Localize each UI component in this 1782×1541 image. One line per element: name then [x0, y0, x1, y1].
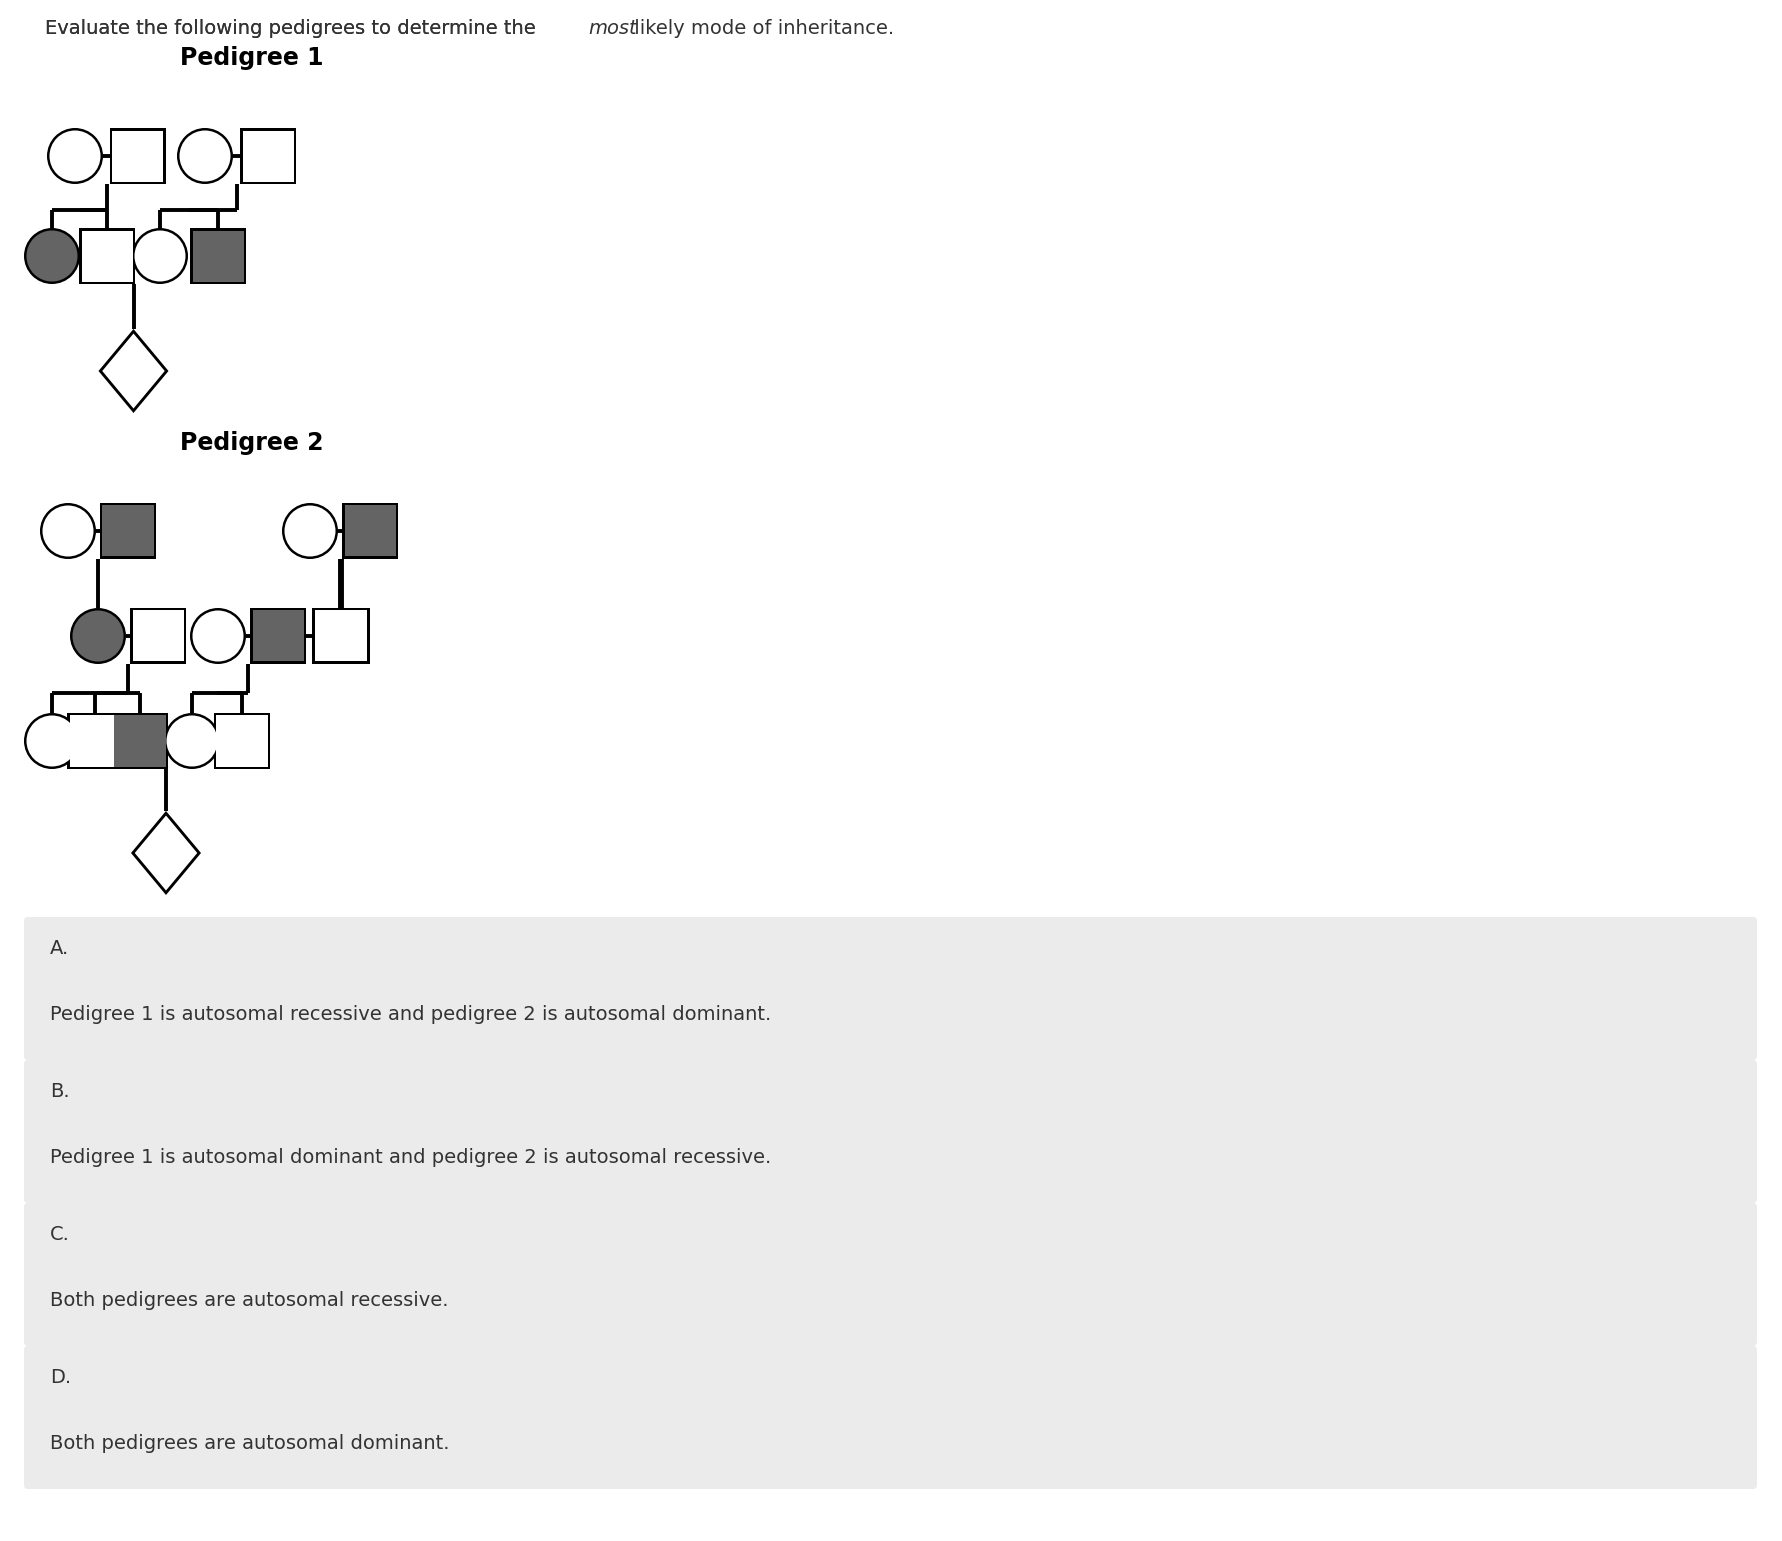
Circle shape — [43, 505, 93, 556]
Bar — [314, 610, 365, 661]
Bar — [216, 715, 267, 766]
Bar — [249, 609, 307, 664]
Circle shape — [69, 609, 127, 664]
Bar — [69, 715, 121, 766]
Circle shape — [39, 502, 96, 559]
Circle shape — [50, 131, 100, 182]
Bar — [214, 713, 269, 769]
Bar — [191, 228, 246, 284]
Bar — [112, 131, 164, 182]
Text: Both pedigrees are autosomal recessive.: Both pedigrees are autosomal recessive. — [50, 1291, 449, 1310]
Circle shape — [132, 228, 187, 284]
Polygon shape — [98, 328, 169, 413]
Bar — [78, 228, 135, 284]
Bar — [342, 502, 397, 559]
Text: D.: D. — [50, 1368, 71, 1387]
Bar — [102, 505, 153, 556]
FancyBboxPatch shape — [23, 1345, 1755, 1489]
Text: A.: A. — [50, 938, 69, 959]
FancyBboxPatch shape — [23, 1204, 1755, 1345]
Text: Pedigree 1 is autosomal dominant and pedigree 2 is autosomal recessive.: Pedigree 1 is autosomal dominant and ped… — [50, 1148, 772, 1167]
Bar — [82, 231, 132, 282]
Circle shape — [285, 505, 335, 556]
Bar — [112, 713, 168, 769]
Circle shape — [23, 228, 80, 284]
Polygon shape — [102, 333, 164, 408]
Text: Pedigree 2: Pedigree 2 — [180, 431, 323, 455]
Text: Both pedigrees are autosomal dominant.: Both pedigrees are autosomal dominant. — [50, 1435, 449, 1453]
Text: Evaluate the following pedigrees to determine the: Evaluate the following pedigrees to dete… — [45, 18, 542, 39]
Circle shape — [134, 231, 185, 282]
Bar — [241, 128, 296, 183]
Circle shape — [192, 610, 244, 661]
Bar — [192, 231, 244, 282]
Bar — [253, 610, 303, 661]
Circle shape — [164, 713, 219, 769]
Bar — [110, 128, 166, 183]
Text: C.: C. — [50, 1225, 69, 1244]
Circle shape — [46, 128, 103, 183]
Circle shape — [282, 502, 339, 559]
Text: B.: B. — [50, 1082, 69, 1100]
Circle shape — [191, 609, 246, 664]
Circle shape — [180, 131, 230, 182]
Bar — [317, 610, 367, 661]
Circle shape — [23, 713, 80, 769]
Bar — [100, 502, 155, 559]
Bar — [314, 609, 371, 664]
Circle shape — [176, 128, 233, 183]
Circle shape — [73, 610, 123, 661]
Text: Pedigree 1: Pedigree 1 — [180, 46, 323, 69]
FancyBboxPatch shape — [23, 1060, 1755, 1204]
Circle shape — [27, 231, 77, 282]
Bar — [242, 131, 294, 182]
Bar — [68, 713, 123, 769]
Bar — [114, 715, 166, 766]
Bar — [312, 609, 367, 664]
Bar — [344, 505, 396, 556]
Bar — [130, 609, 185, 664]
Text: most: most — [588, 18, 636, 39]
Circle shape — [166, 715, 217, 766]
Polygon shape — [130, 811, 201, 895]
Polygon shape — [135, 815, 198, 891]
Text: Evaluate the following pedigrees to determine the: Evaluate the following pedigrees to dete… — [45, 18, 542, 39]
Text: likely mode of inheritance.: likely mode of inheritance. — [627, 18, 893, 39]
Bar — [132, 610, 184, 661]
Text: Pedigree 1 is autosomal recessive and pedigree 2 is autosomal dominant.: Pedigree 1 is autosomal recessive and pe… — [50, 1005, 772, 1025]
FancyBboxPatch shape — [23, 917, 1755, 1060]
Circle shape — [27, 715, 77, 766]
